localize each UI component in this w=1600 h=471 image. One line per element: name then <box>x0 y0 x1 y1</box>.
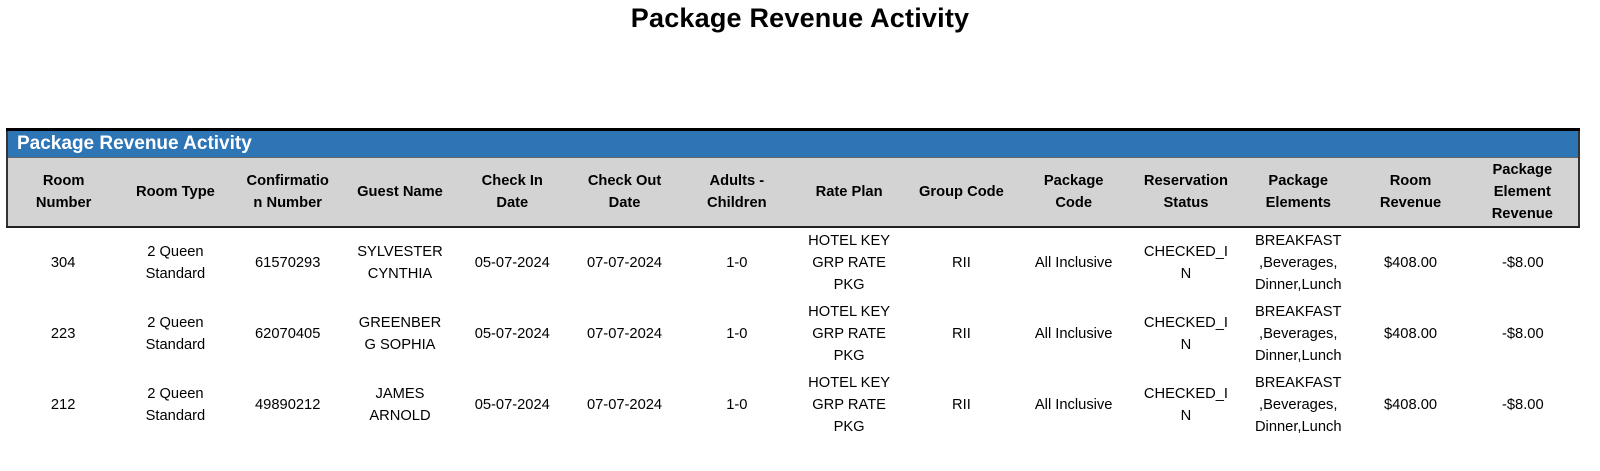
cell-rate-plan: HOTEL KEY GRP RATE PKG <box>792 298 906 369</box>
col-header-package-element-revenue: Package Element Revenue <box>1466 157 1581 228</box>
cell-package-elements: BREAKFAST ,Beverages, Dinner,Lunch <box>1242 298 1355 369</box>
cell-room-number: 304 <box>7 227 120 298</box>
cell-group-code: RII <box>905 227 1018 298</box>
cell-room-number: 212 <box>7 369 120 440</box>
cell-package-elements: BREAKFAST ,Beverages, Dinner,Lunch <box>1242 369 1355 440</box>
cell-guest-name: SYLVESTER CYNTHIA <box>343 227 457 298</box>
col-header-rate-plan: Rate Plan <box>792 157 906 228</box>
col-header-check-out-date: Check Out Date <box>568 157 681 228</box>
banner-row: Package Revenue Activity <box>6 128 1580 158</box>
cell-package-code: All Inclusive <box>1017 369 1130 440</box>
col-header-package-code: Package Code <box>1017 157 1130 228</box>
cell-rate-plan: HOTEL KEY GRP RATE PKG <box>792 227 906 298</box>
cell-package-code: All Inclusive <box>1017 298 1130 369</box>
cell-room-type: 2 Queen Standard <box>119 227 232 298</box>
cell-confirmation-number: 61570293 <box>231 227 344 298</box>
cell-guest-name: GREENBERG SOPHIA <box>343 298 457 369</box>
cell-confirmation-number: 62070405 <box>231 298 344 369</box>
cell-reservation-status: CHECKED_IN <box>1129 298 1243 369</box>
cell-adults-children: 1-0 <box>680 298 793 369</box>
table-row: 212 2 Queen Standard 49890212 JAMES ARNO… <box>7 369 1579 440</box>
header-row: Room Number Room Type Confirmation Numbe… <box>5 157 1581 228</box>
col-header-room-number: Room Number <box>5 157 120 228</box>
report-container: Package Revenue Activity Room Number Roo… <box>5 128 1581 440</box>
col-header-confirmation-number: Confirmation Number <box>231 157 344 228</box>
table-banner-title: Package Revenue Activity <box>6 128 1580 158</box>
cell-check-out-date: 07-07-2024 <box>568 369 681 440</box>
cell-package-element-revenue: -$8.00 <box>1466 369 1579 440</box>
cell-reservation-status: CHECKED_IN <box>1129 227 1243 298</box>
page-title: Package Revenue Activity <box>630 3 970 33</box>
package-revenue-table: Package Revenue Activity Room Number Roo… <box>5 128 1581 440</box>
cell-rate-plan: HOTEL KEY GRP RATE PKG <box>792 369 906 440</box>
cell-adults-children: 1-0 <box>680 369 793 440</box>
col-header-guest-name: Guest Name <box>343 157 457 228</box>
cell-package-element-revenue: -$8.00 <box>1466 227 1579 298</box>
cell-guest-name: JAMES ARNOLD <box>343 369 457 440</box>
cell-room-revenue: $408.00 <box>1354 369 1467 440</box>
col-header-reservation-status: Reservation Status <box>1129 157 1243 228</box>
cell-room-number: 223 <box>7 298 120 369</box>
cell-reservation-status: CHECKED_IN <box>1129 369 1243 440</box>
col-header-check-in-date: Check In Date <box>456 157 569 228</box>
col-header-room-revenue: Room Revenue <box>1354 157 1467 228</box>
cell-group-code: RII <box>905 298 1018 369</box>
col-header-package-elements: Package Elements <box>1242 157 1355 228</box>
cell-room-revenue: $408.00 <box>1354 227 1467 298</box>
cell-group-code: RII <box>905 369 1018 440</box>
cell-check-out-date: 07-07-2024 <box>568 298 681 369</box>
col-header-group-code: Group Code <box>905 157 1018 228</box>
table-row: 304 2 Queen Standard 61570293 SYLVESTER … <box>7 227 1579 298</box>
col-header-room-type: Room Type <box>119 157 232 228</box>
cell-room-type: 2 Queen Standard <box>119 298 232 369</box>
cell-package-code: All Inclusive <box>1017 227 1130 298</box>
cell-check-out-date: 07-07-2024 <box>568 227 681 298</box>
table-row: 223 2 Queen Standard 62070405 GREENBERG … <box>7 298 1579 369</box>
cell-adults-children: 1-0 <box>680 227 793 298</box>
cell-check-in-date: 05-07-2024 <box>456 298 569 369</box>
cell-room-revenue: $408.00 <box>1354 298 1467 369</box>
col-header-adults-children: Adults - Children <box>680 157 793 228</box>
cell-check-in-date: 05-07-2024 <box>456 227 569 298</box>
cell-package-elements: BREAKFAST ,Beverages, Dinner,Lunch <box>1242 227 1355 298</box>
cell-check-in-date: 05-07-2024 <box>456 369 569 440</box>
cell-room-type: 2 Queen Standard <box>119 369 232 440</box>
cell-package-element-revenue: -$8.00 <box>1466 298 1579 369</box>
cell-confirmation-number: 49890212 <box>231 369 344 440</box>
